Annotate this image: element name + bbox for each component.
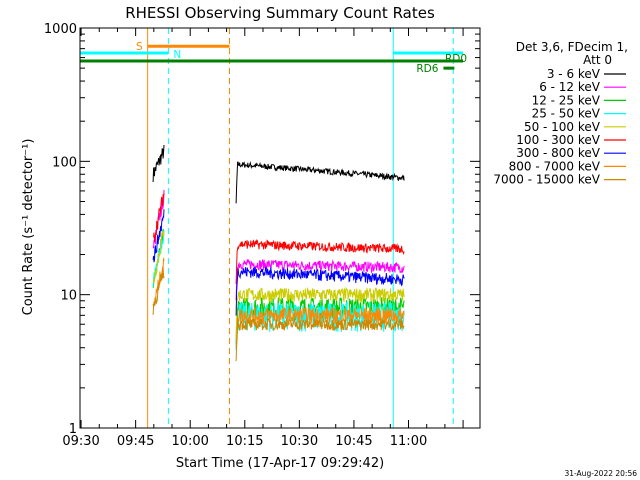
- series-line-6: [152, 209, 405, 316]
- series-line-5: [153, 193, 405, 285]
- legend-label-6: 300 - 800 keV: [516, 146, 600, 160]
- y-axis-label: Count Rate (s⁻¹ detector⁻¹): [21, 139, 36, 316]
- x-tick-label-0: 09:30: [62, 434, 99, 449]
- x-axis-label: Start Time (17-Apr-17 09:29:42): [176, 456, 384, 471]
- x-tick-label-5: 10:45: [335, 434, 372, 449]
- x-tick-label-4: 10:30: [281, 434, 318, 449]
- legend-header-line-2: Att 0: [583, 53, 612, 67]
- x-tick-label-3: 10:15: [226, 434, 263, 449]
- flag-label-0: S: [136, 41, 143, 53]
- y-tick-label-0: 1: [69, 422, 77, 437]
- series-line-8: [152, 267, 405, 362]
- axes: 09:30 09:45 10:00 10:15 10:30 10:45 11:00 1 10 10…: [44, 22, 481, 449]
- series-line-4: [152, 231, 405, 340]
- legend-label-5: 100 - 300 keV: [516, 133, 600, 147]
- plot-area: S N RD0 RD6: [79, 28, 467, 428]
- y-tick-label-3: 1000: [44, 22, 77, 37]
- legend-label-8: 7000 - 15000 keV: [493, 173, 600, 187]
- legend-header-line-1: Det 3,6, FDecim 1,: [516, 40, 628, 54]
- x-tick-label-1: 09:45: [117, 434, 154, 449]
- legend-label-0: 3 - 6 keV: [547, 67, 601, 81]
- legend-label-7: 800 - 7000 keV: [509, 159, 601, 173]
- x-tick-label-6: 11:00: [390, 434, 427, 449]
- legend-label-3: 25 - 50 keV: [532, 107, 601, 121]
- legend-label-4: 50 - 100 keV: [524, 120, 601, 134]
- series-layer: [152, 144, 405, 362]
- x-tick-label-2: 10:00: [171, 434, 208, 449]
- series-line-0: [152, 144, 405, 204]
- y-tick-label-1: 10: [60, 289, 77, 304]
- y-tick-label-2: 100: [52, 155, 77, 170]
- plot-frame: [79, 27, 481, 429]
- flag-label-3: RD0: [445, 53, 467, 65]
- flag-label-1: N: [173, 49, 181, 61]
- timestamp: 31-Aug-2022 20:56: [564, 469, 637, 478]
- legend-label-1: 6 - 12 keV: [539, 80, 601, 94]
- chart-title: RHESSI Observing Summary Count Rates: [125, 4, 435, 22]
- flag-label-4: RD6: [416, 63, 438, 75]
- legend-label-2: 12 - 25 keV: [532, 93, 601, 107]
